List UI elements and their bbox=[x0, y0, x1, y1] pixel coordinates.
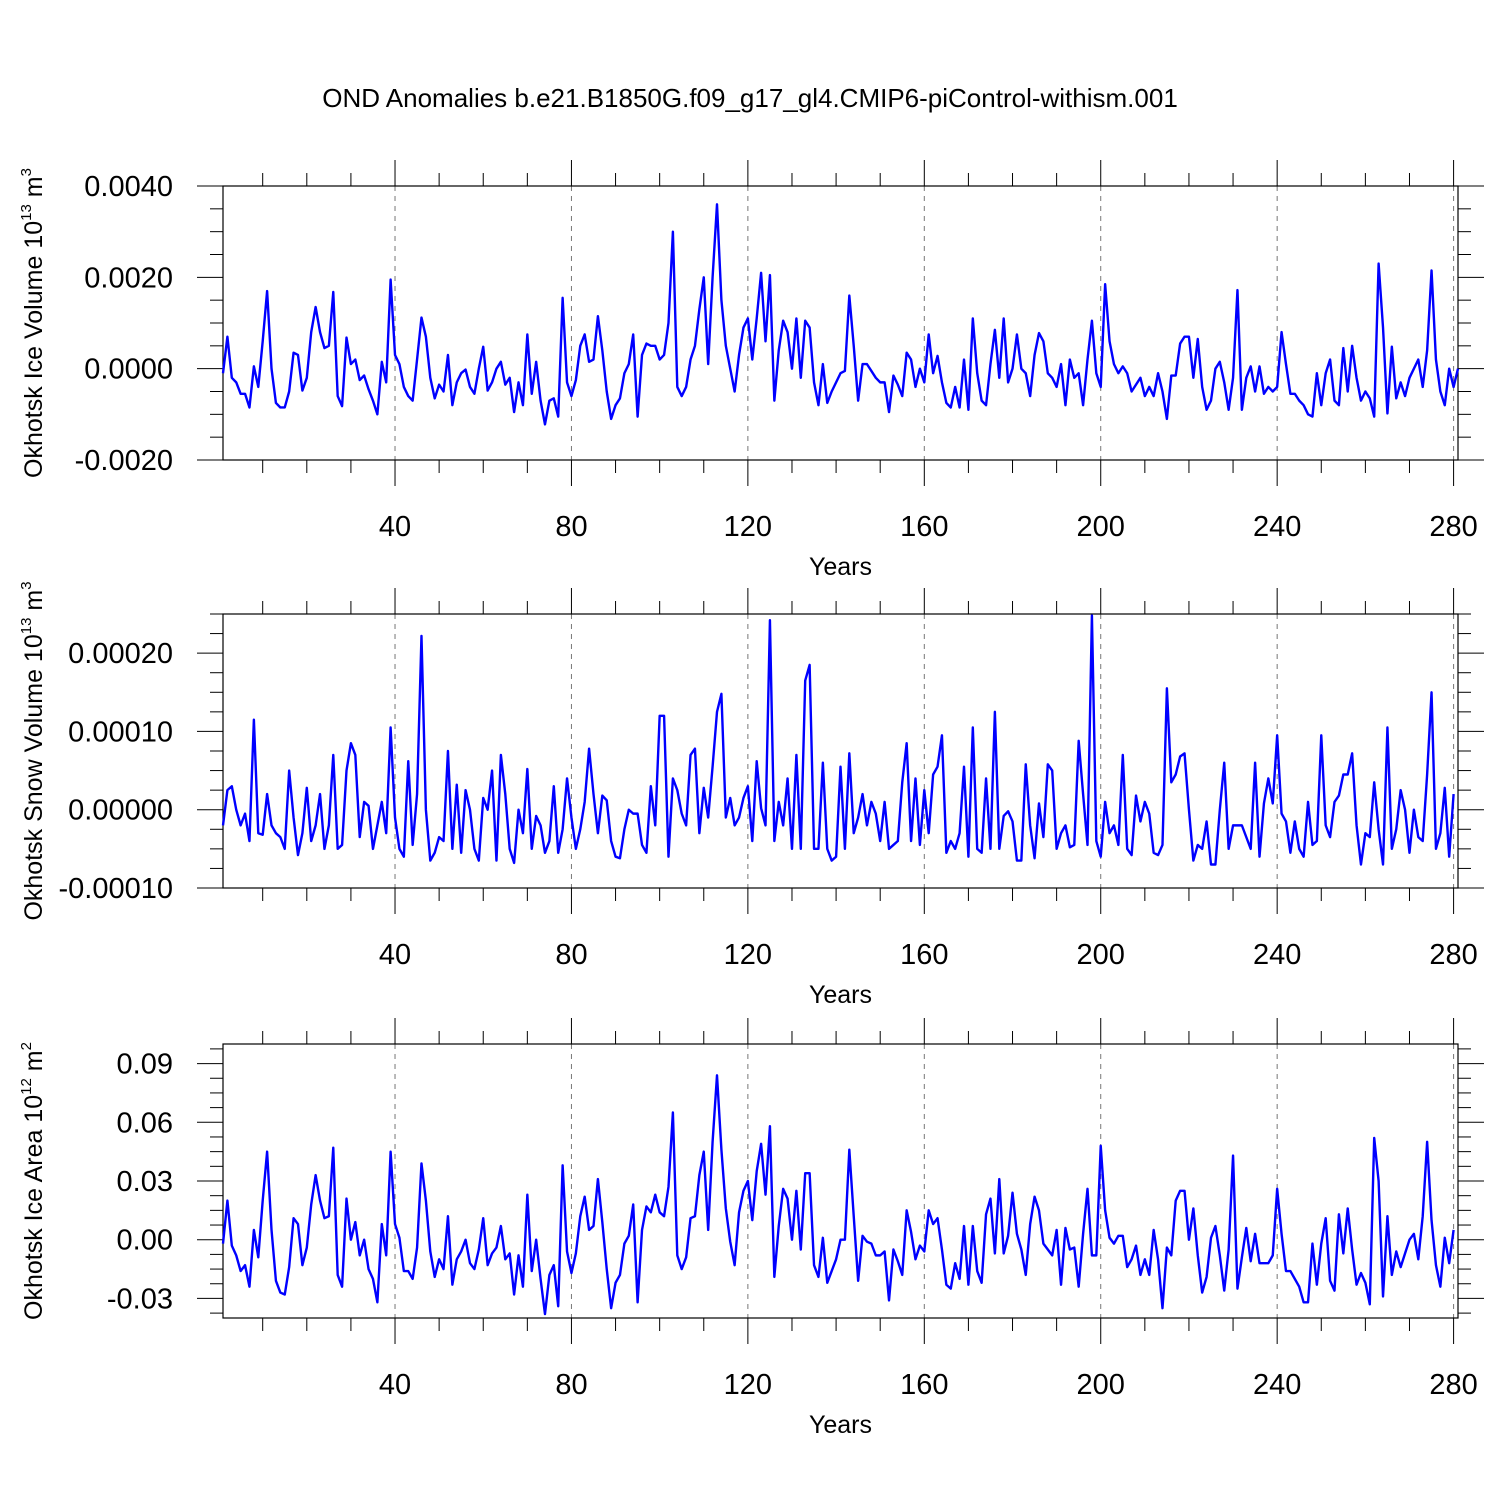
y-axis-label-ylabel-unit: m bbox=[20, 176, 48, 204]
y-tick-label: -0.00010 bbox=[59, 873, 174, 905]
y-tick-label: 0.00020 bbox=[68, 638, 173, 670]
y-tick-label: 0.0040 bbox=[84, 171, 173, 203]
y-axis-label-ylabel-main: Okhotsk Snow Volume 10 bbox=[20, 634, 48, 920]
y-tick-label: 0.03 bbox=[117, 1166, 173, 1198]
x-tick-label: 40 bbox=[379, 1369, 411, 1401]
y-tick-label: 0.00 bbox=[117, 1225, 173, 1257]
x-axis-label: Years bbox=[809, 981, 872, 1009]
y-axis-label: Okhotsk Ice Area 1012 m2 bbox=[18, 1042, 48, 1320]
series-line-okhotsk-snow-volume bbox=[221, 614, 1455, 866]
y-tick-label: 0.06 bbox=[117, 1107, 173, 1139]
x-tick-label: 240 bbox=[1253, 511, 1301, 543]
x-axis-label: Years bbox=[809, 1411, 872, 1439]
y-tick-label: -0.0020 bbox=[75, 445, 173, 477]
x-tick-label: 200 bbox=[1077, 1369, 1125, 1401]
x-tick-label: 120 bbox=[724, 939, 772, 971]
y-axis-label-ylabel-sup: 13 bbox=[18, 618, 35, 635]
x-tick-label: 280 bbox=[1429, 1369, 1477, 1401]
y-tick-label: -0.03 bbox=[107, 1283, 173, 1315]
series-line-okhotsk-ice-area bbox=[221, 1074, 1455, 1316]
y-tick-label: 0.00000 bbox=[68, 795, 173, 827]
y-axis-label: Okhotsk Ice Volume 1013 m3 bbox=[18, 168, 48, 478]
x-tick-label: 120 bbox=[724, 511, 772, 543]
x-axis-label: Years bbox=[809, 553, 872, 581]
y-tick-label: 0.09 bbox=[117, 1049, 173, 1081]
y-axis-label-ylabel-sup: 13 bbox=[18, 204, 35, 221]
x-tick-label: 40 bbox=[379, 939, 411, 971]
x-tick-label: 240 bbox=[1253, 939, 1301, 971]
x-tick-label: 160 bbox=[900, 1369, 948, 1401]
x-tick-label: 80 bbox=[555, 511, 587, 543]
y-axis-label-ylabel-main: Okhotsk Ice Volume 10 bbox=[20, 221, 48, 478]
y-tick-label: 0.00010 bbox=[68, 716, 173, 748]
x-tick-label: 280 bbox=[1429, 939, 1477, 971]
x-tick-label: 120 bbox=[724, 1369, 772, 1401]
x-tick-label: 280 bbox=[1429, 511, 1477, 543]
y-axis-label-ylabel-main: Okhotsk Ice Area 10 bbox=[20, 1095, 48, 1320]
plot-frame bbox=[222, 185, 1459, 461]
plot-frame bbox=[222, 613, 1459, 889]
y-axis-label-ylabel-unit: m bbox=[20, 590, 48, 618]
y-axis-label: Okhotsk Snow Volume 1013 m3 bbox=[18, 581, 48, 920]
y-axis-label-ylabel-unit-sup: 2 bbox=[18, 1042, 35, 1050]
x-tick-label: 80 bbox=[555, 1369, 587, 1401]
y-axis-label-ylabel-unit: m bbox=[20, 1050, 48, 1078]
x-tick-label: 40 bbox=[379, 511, 411, 543]
x-tick-label: 240 bbox=[1253, 1369, 1301, 1401]
page-title: OND Anomalies b.e21.B1850G.f09_g17_gl4.C… bbox=[322, 83, 1178, 113]
y-axis-label-ylabel-sup: 12 bbox=[18, 1078, 35, 1095]
series-line-okhotsk-ice-volume bbox=[221, 203, 1460, 426]
y-axis-label-ylabel-unit-sup: 3 bbox=[18, 581, 35, 589]
plot-frame bbox=[222, 1043, 1459, 1319]
x-tick-label: 160 bbox=[900, 511, 948, 543]
y-axis-label-ylabel-unit-sup: 3 bbox=[18, 168, 35, 176]
x-tick-label: 200 bbox=[1077, 511, 1125, 543]
chart-panel-2: -0.00010 0.00000 0.00010 0.00020 40 80 120 160 2… bbox=[18, 581, 1484, 1009]
x-tick-label: 200 bbox=[1077, 939, 1125, 971]
chart-panel-3: -0.03 0.00 0.03 0.06 0.09 40 80 120 160 200 240 280… bbox=[18, 1018, 1484, 1439]
x-tick-label: 80 bbox=[555, 939, 587, 971]
x-tick-label: 160 bbox=[900, 939, 948, 971]
y-tick-label: 0.0020 bbox=[84, 262, 173, 294]
y-tick-label: 0.0000 bbox=[84, 354, 173, 386]
chart-panel-1: -0.0020 0.0000 0.0020 0.0040 40 80 120 160 200 24… bbox=[18, 160, 1484, 581]
